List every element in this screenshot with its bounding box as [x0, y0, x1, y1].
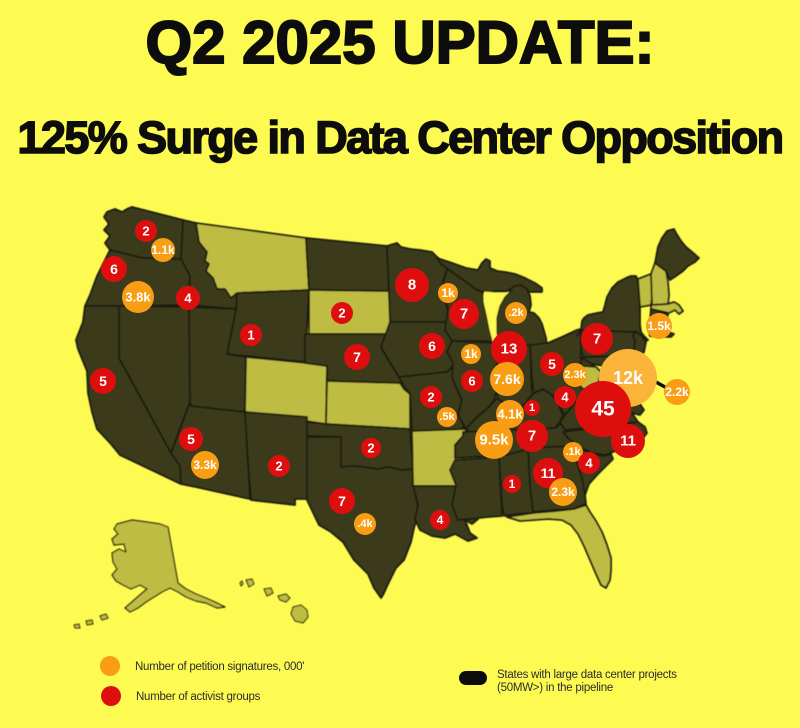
svg-text:4.1k: 4.1k — [497, 407, 523, 422]
svg-text:.1k: .1k — [565, 446, 581, 458]
svg-text:1.1k: 1.1k — [151, 243, 175, 257]
svg-text:7: 7 — [460, 306, 468, 323]
svg-text:7: 7 — [528, 428, 536, 445]
svg-text:2.3k: 2.3k — [564, 369, 586, 381]
svg-text:.5k: .5k — [439, 411, 455, 423]
svg-text:.2k: .2k — [508, 307, 524, 319]
svg-text:4: 4 — [184, 291, 192, 306]
svg-text:4: 4 — [437, 513, 444, 527]
svg-text:2: 2 — [338, 306, 345, 321]
svg-text:3.3k: 3.3k — [193, 458, 217, 472]
svg-text:1k: 1k — [441, 286, 455, 300]
svg-text:11: 11 — [541, 465, 556, 481]
svg-text:3.8k: 3.8k — [125, 290, 151, 305]
svg-text:(50MW>) in the pipeline: (50MW>) in the pipeline — [497, 682, 613, 694]
svg-text:6: 6 — [110, 261, 118, 277]
svg-text:1: 1 — [529, 402, 535, 414]
svg-text:7: 7 — [353, 349, 361, 365]
svg-text:Number of petition signatures,: Number of petition signatures, 000' — [135, 661, 304, 673]
svg-text:5: 5 — [548, 356, 556, 372]
svg-text:4: 4 — [561, 390, 569, 405]
svg-text:7.6k: 7.6k — [493, 371, 520, 387]
svg-text:1.5k: 1.5k — [647, 319, 671, 333]
svg-text:Number of activist groups: Number of activist groups — [136, 691, 261, 703]
svg-text:7: 7 — [593, 331, 601, 348]
svg-text:2.2k: 2.2k — [665, 385, 689, 399]
svg-text:11: 11 — [620, 433, 636, 450]
svg-text:5: 5 — [187, 431, 195, 447]
svg-text:6: 6 — [428, 338, 436, 354]
svg-text:13: 13 — [501, 341, 518, 358]
svg-text:2.3k: 2.3k — [551, 485, 575, 499]
svg-text:.4k: .4k — [357, 518, 373, 530]
svg-text:5: 5 — [99, 373, 107, 389]
svg-text:1: 1 — [247, 328, 254, 343]
svg-text:2: 2 — [367, 441, 374, 456]
svg-text:2: 2 — [142, 224, 149, 239]
svg-text:8: 8 — [408, 277, 416, 294]
svg-text:4: 4 — [585, 456, 593, 471]
svg-text:12k: 12k — [613, 368, 644, 388]
svg-text:2: 2 — [275, 459, 282, 474]
svg-text:9.5k: 9.5k — [479, 432, 509, 449]
svg-text:States with large data center: States with large data center projects — [497, 669, 677, 681]
svg-text:1: 1 — [509, 477, 516, 491]
svg-text:7: 7 — [338, 493, 346, 509]
svg-text:45: 45 — [591, 398, 615, 421]
svg-text:6: 6 — [468, 374, 475, 389]
svg-text:2: 2 — [427, 390, 434, 405]
svg-text:1k: 1k — [464, 347, 478, 361]
